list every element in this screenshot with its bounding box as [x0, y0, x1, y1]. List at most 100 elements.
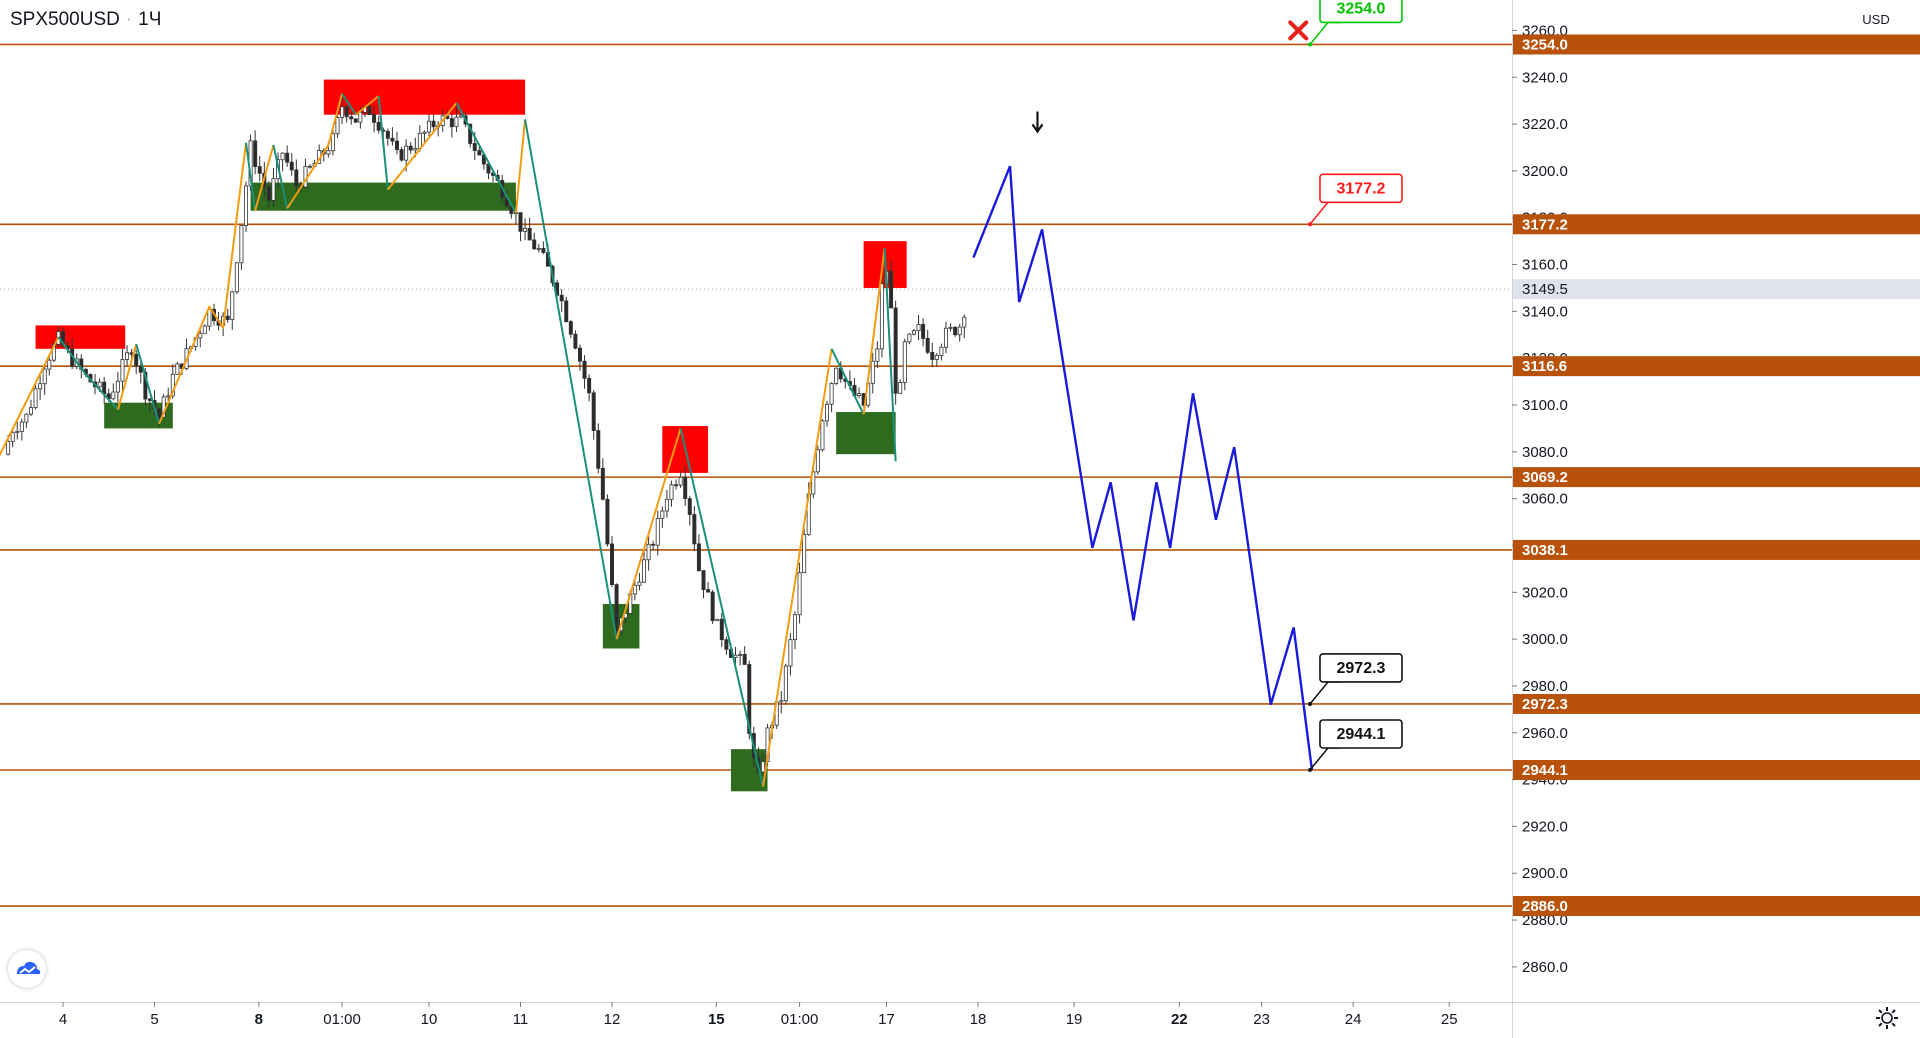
candle-body [330, 133, 335, 152]
candle [42, 363, 47, 395]
time-tick-label: 12 [604, 1011, 621, 1028]
price-callout: 3254.0 [1307, 0, 1403, 47]
candle [175, 361, 180, 375]
time-tick-label: 24 [1345, 1011, 1362, 1028]
candle-body [733, 654, 738, 658]
callout-pointer [1309, 21, 1340, 45]
candle-body [596, 430, 601, 469]
price-axis[interactable]: 2860.02880.02900.02920.02940.02960.02980… [1512, 0, 1920, 1038]
candle [38, 372, 43, 401]
zigzag-up-line [286, 93, 344, 209]
candle-body [907, 333, 912, 343]
symbol-name[interactable]: SPX500USD [10, 9, 120, 30]
candle [230, 290, 235, 330]
level-badge-label: 3069.2 [1522, 469, 1568, 486]
candle [523, 218, 528, 241]
price-tick-label: 2860.0 [1522, 959, 1568, 976]
time-tick-label: 8 [255, 1011, 263, 1028]
candle [372, 106, 377, 133]
candle [930, 342, 935, 368]
horizontal-levels [0, 43, 1512, 907]
price-tick-label: 3140.0 [1522, 303, 1568, 320]
symbol-interval[interactable]: 1Ч [138, 9, 162, 30]
candle-body [459, 115, 464, 118]
candle [902, 338, 907, 391]
candle [303, 158, 308, 189]
candle [202, 324, 207, 334]
zigzag-down-line [830, 348, 865, 415]
candle-body [642, 559, 647, 583]
candle-body [115, 380, 120, 393]
candle [454, 106, 459, 132]
candle-body [788, 639, 793, 667]
candle-body [577, 347, 582, 362]
candle [19, 418, 24, 441]
price-tick-label: 3100.0 [1522, 397, 1568, 414]
candle-body [289, 161, 294, 171]
price-tick-label: 3200.0 [1522, 163, 1568, 180]
time-tick-label: 01:00 [781, 1011, 819, 1028]
candle [394, 131, 399, 155]
candle-body [898, 382, 903, 394]
candle [390, 127, 395, 146]
candle [243, 181, 248, 232]
candle-body [925, 337, 930, 353]
candle [742, 646, 747, 665]
callout-box [1319, 653, 1403, 683]
candle-body [902, 341, 907, 383]
candle-body [715, 618, 720, 622]
tradingview-logo-icon[interactable] [8, 950, 46, 988]
candle [518, 212, 523, 242]
candle-body [600, 467, 605, 500]
price-axis-pane [1512, 0, 1920, 1038]
candle [669, 480, 674, 507]
demand-zone [250, 182, 516, 211]
candle [825, 400, 830, 427]
time-tick-label: 25 [1441, 1011, 1458, 1028]
candle-body [934, 355, 939, 360]
level-price-badge: 2886.0 [1513, 896, 1920, 917]
time-tick-label: 11 [513, 1011, 529, 1028]
candle [280, 152, 285, 172]
time-tick-label: 23 [1253, 1011, 1270, 1028]
candle-body [349, 116, 354, 120]
candle-body [820, 420, 825, 451]
candle-body [454, 116, 459, 128]
candle-body [738, 653, 743, 656]
price-tick-label: 3220.0 [1522, 116, 1568, 133]
level-badge-bg [1513, 214, 1920, 235]
symbol-header[interactable]: SPX500USD · 1Ч [10, 9, 161, 31]
zigzag-up-line [116, 343, 138, 410]
callout-anchor [1307, 767, 1312, 772]
candle [706, 581, 711, 593]
candle-body [408, 145, 413, 151]
candle [559, 289, 564, 312]
candle-body [518, 212, 523, 232]
candle-body [61, 331, 66, 347]
symbol-separator: · [125, 9, 133, 30]
callout-pointer [1309, 201, 1340, 225]
candle-body [134, 353, 139, 367]
settings-gear-icon[interactable] [1874, 1005, 1900, 1031]
candle-body [47, 359, 52, 370]
candle-body [692, 514, 697, 545]
candle-body [541, 247, 546, 253]
candle-body [916, 324, 921, 332]
candle-body [175, 363, 180, 375]
candle [587, 374, 592, 402]
candle-body [911, 330, 916, 335]
candle [111, 383, 116, 401]
candle [527, 217, 532, 241]
candle-body [651, 543, 656, 546]
candle-body [825, 403, 830, 422]
candle-body [646, 543, 651, 561]
down-arrow-icon [1031, 111, 1044, 134]
candle [692, 506, 697, 552]
zigzag-up-line [761, 348, 833, 787]
time-axis[interactable]: 4 5 8 01:00 10 11 12 15 01:00 17 18 19 22 23 24 25 [0, 1002, 1920, 1028]
candle-body [198, 332, 203, 339]
candle-body [28, 407, 33, 415]
candle [793, 611, 798, 650]
candle [948, 323, 953, 332]
